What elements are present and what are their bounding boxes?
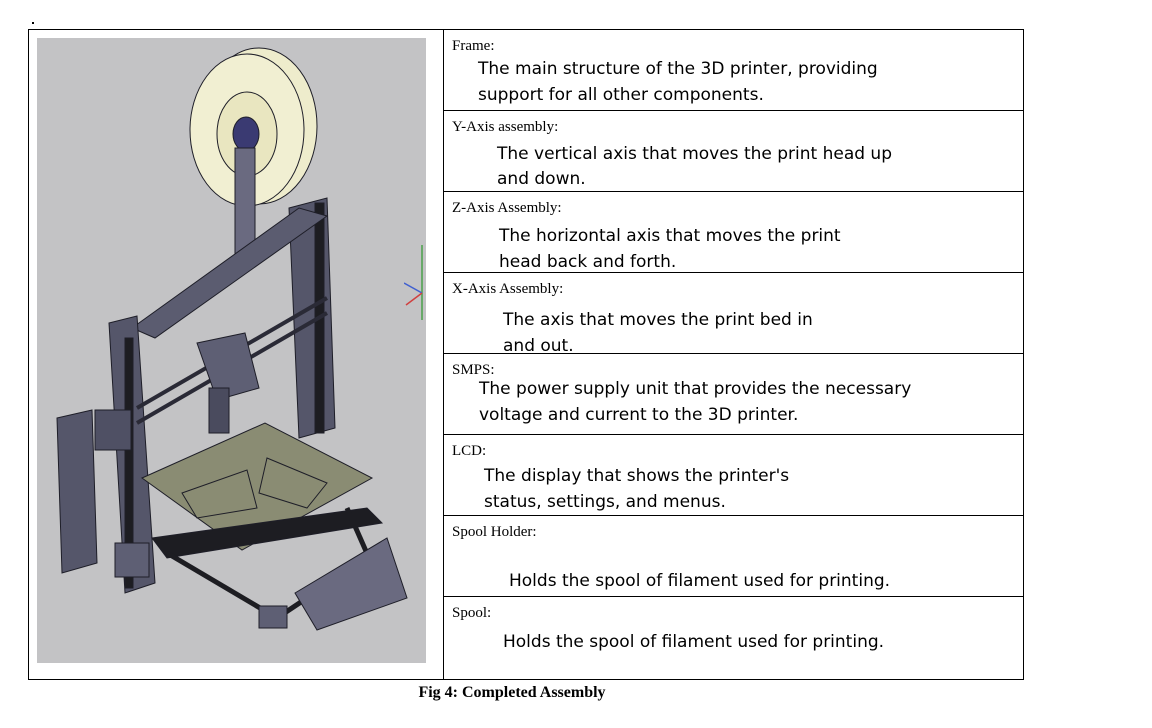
row-description-line: The display that shows the printer's — [484, 466, 790, 486]
figure-caption: Fig 4: Completed Assembly — [418, 684, 606, 701]
components-table: Frame: The main structure of the 3D prin… — [28, 29, 1024, 680]
row-y-axis: Y-Axis assembly: The vertical axis that … — [444, 111, 1023, 192]
row-z-axis: Z-Axis Assembly: The horizontal axis tha… — [444, 192, 1023, 273]
row-label: Y-Axis assembly: — [452, 119, 559, 135]
row-x-axis: X-Axis Assembly: The axis that moves the… — [444, 273, 1023, 356]
row-label: Frame: — [452, 38, 495, 54]
row-description-line: status, settings, and menus. — [484, 492, 726, 512]
figure-cell — [29, 30, 444, 679]
print-bed-shape — [141, 422, 374, 551]
axis-indicator-icon — [404, 245, 423, 320]
row-label: SMPS: — [452, 362, 495, 378]
row-frame: Frame: The main structure of the 3D prin… — [444, 30, 1023, 111]
row-spool: Spool: Holds the spool of filament used … — [444, 597, 1023, 679]
row-description-line: support for all other components. — [478, 85, 764, 105]
row-description-line: The axis that moves the print bed in — [503, 310, 813, 330]
row-label: Spool Holder: — [452, 524, 537, 540]
row-description-line: Holds the spool of filament used for pri… — [503, 632, 885, 652]
stray-mark — [32, 22, 34, 24]
row-lcd: LCD: The display that shows the printer'… — [444, 435, 1023, 516]
row-description-line: voltage and current to the 3D printer. — [479, 405, 799, 425]
row-label: Spool: — [452, 605, 492, 621]
cad-drawing — [37, 38, 426, 663]
row-label: Z-Axis Assembly: — [452, 200, 562, 216]
row-description-line: The main structure of the 3D printer, pr… — [478, 59, 878, 79]
lcd-panel-shape — [294, 537, 408, 631]
row-description-line: The vertical axis that moves the print h… — [497, 144, 893, 164]
row-smps: SMPS: The power supply unit that provide… — [444, 354, 1023, 435]
description-column: Frame: The main structure of the 3D prin… — [444, 30, 1023, 679]
row-description-line: The power supply unit that provides the … — [479, 379, 912, 399]
row-description-line: The horizontal axis that moves the print — [499, 226, 841, 246]
row-description-line: head back and forth. — [499, 252, 677, 272]
printer-assembly-illustration — [56, 47, 408, 631]
row-description-line: Holds the spool of filament used for pri… — [509, 571, 891, 591]
row-description-line: and out. — [503, 336, 574, 356]
row-label: X-Axis Assembly: — [452, 281, 564, 297]
row-spool-holder: Spool Holder: Holds the spool of filamen… — [444, 516, 1023, 597]
row-label: LCD: — [452, 443, 487, 459]
row-description-line: and down. — [497, 169, 586, 189]
